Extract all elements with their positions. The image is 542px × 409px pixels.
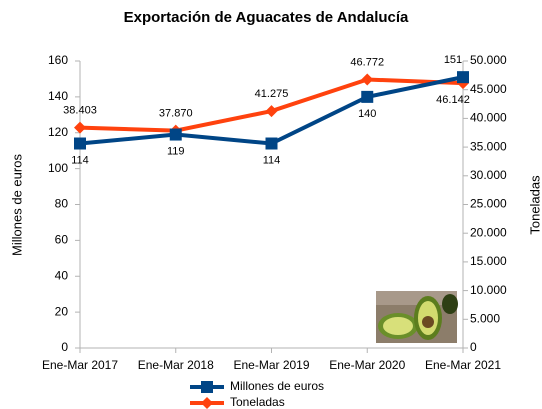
y-tick-label: 120 [48, 125, 68, 139]
marker [265, 137, 278, 150]
y-tick-label: 80 [55, 197, 69, 211]
y2-tick-label: 0 [470, 340, 477, 354]
y-tick-label: 20 [55, 304, 69, 318]
marker [457, 71, 469, 84]
legend-label: Millones de euros [230, 379, 324, 393]
data-label: 119 [167, 145, 185, 157]
y2-tick-label: 35.000 [470, 139, 507, 153]
marker [169, 128, 182, 141]
y2-tick-label: 15.000 [470, 254, 507, 268]
data-label: 37.870 [159, 108, 193, 120]
y2-tick-label: 20.000 [470, 225, 507, 239]
y2-tick-label: 50.000 [470, 53, 507, 67]
marker [265, 105, 278, 118]
y-tick-label: 40 [55, 268, 69, 282]
marker [361, 73, 374, 86]
legend-label: Toneladas [230, 395, 285, 409]
data-label: 41.275 [255, 88, 289, 100]
y2-tick-label: 30.000 [470, 168, 507, 182]
chart-title: Exportación de Aguacates de Andalucía [124, 9, 409, 26]
y2-tick-label: 5.000 [470, 311, 500, 325]
y2-tick-label: 45.000 [470, 82, 507, 96]
y-tick-label: 160 [48, 53, 68, 67]
data-label: 46.772 [350, 56, 384, 68]
data-label: 140 [358, 108, 376, 120]
x-tick-label: Ene-Mar 2020 [329, 358, 405, 372]
legend-marker [201, 397, 213, 409]
data-label: 151 [444, 54, 462, 66]
x-tick-label: Ene-Mar 2019 [233, 358, 309, 372]
data-label: 46.142 [436, 94, 470, 106]
marker [361, 90, 374, 103]
data-label: 38.403 [63, 104, 97, 116]
y-tick-label: 0 [61, 340, 68, 354]
legend-marker [201, 381, 213, 393]
avocado-image [376, 291, 458, 343]
y2-tick-label: 40.000 [470, 111, 507, 125]
marker [74, 121, 86, 134]
y-tick-label: 100 [48, 161, 68, 175]
x-tick-label: Ene-Mar 2018 [138, 358, 214, 372]
y2-axis-label: Toneladas [527, 175, 542, 235]
y2-tick-label: 25.000 [470, 197, 507, 211]
y2-tick-label: 10.000 [470, 283, 507, 297]
marker [74, 137, 86, 150]
y-tick-label: 60 [55, 233, 69, 247]
data-label: 114 [71, 154, 89, 166]
y-axis-label: Millones de euros [9, 154, 24, 256]
data-label: 114 [263, 154, 281, 166]
y-tick-label: 140 [48, 89, 68, 103]
x-tick-label: Ene-Mar 2021 [425, 358, 501, 372]
x-tick-label: Ene-Mar 2017 [42, 358, 118, 372]
